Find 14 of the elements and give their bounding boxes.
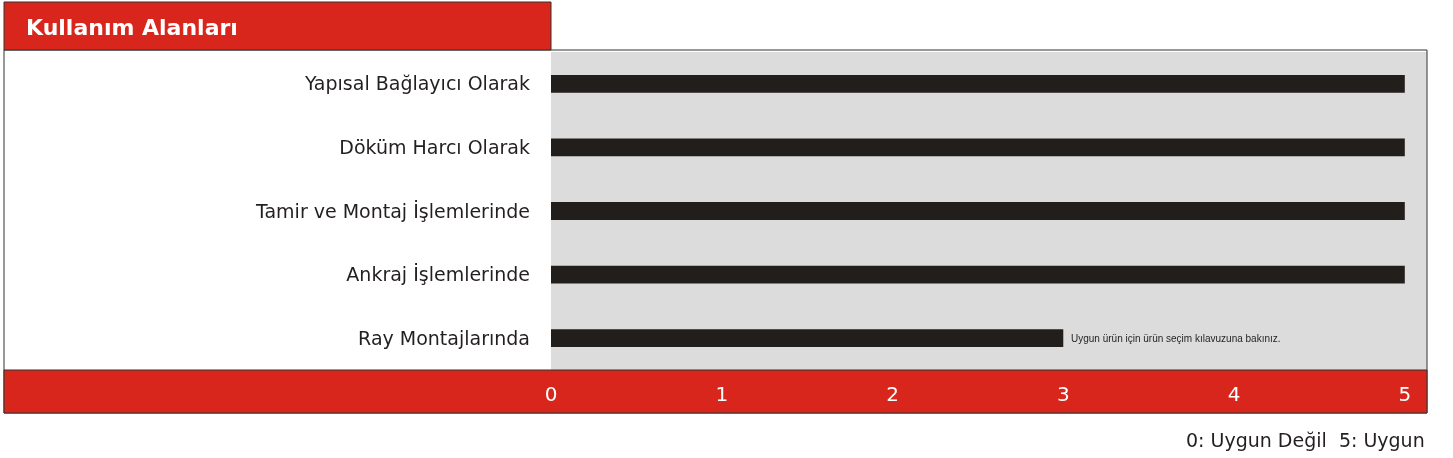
y-tick-label: Döküm Harcı Olarak — [339, 136, 530, 159]
y-tick-label: Ankraj İşlemlerinde — [346, 263, 530, 286]
annotation: Uygun ürün için ürün seçim kılavuzuna bakınız. — [1071, 333, 1281, 344]
y-tick-label: Ray Montajlarında — [358, 326, 530, 349]
x-tick-label: 5 — [1398, 382, 1412, 406]
x-tick-label: 4 — [1227, 382, 1241, 406]
text: 0: Uygun Değil 5: Uygun — [1186, 429, 1425, 451]
text: Kullanım Alanları — [26, 14, 238, 40]
x-tick-label: 3 — [1056, 382, 1070, 406]
x-tick-label: 1 — [715, 382, 729, 406]
x-tick-label: 0 — [544, 382, 558, 406]
y-tick-label: Tamir ve Montaj İşlemlerinde — [254, 199, 530, 222]
y-tick-label: Yapısal Bağlayıcı Olarak — [303, 72, 530, 95]
x-tick-label: 2 — [886, 382, 899, 406]
